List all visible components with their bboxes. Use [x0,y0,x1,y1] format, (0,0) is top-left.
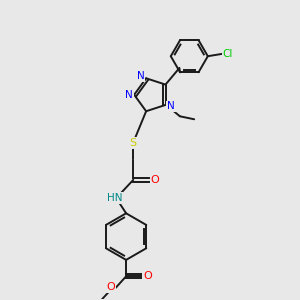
Text: N: N [125,90,133,100]
Text: HN: HN [107,193,122,203]
Text: O: O [106,282,115,292]
Text: O: O [150,175,159,185]
Text: N: N [137,71,145,81]
Text: Cl: Cl [223,49,233,59]
Text: S: S [130,138,137,148]
Text: O: O [143,271,152,281]
Text: N: N [167,101,175,111]
